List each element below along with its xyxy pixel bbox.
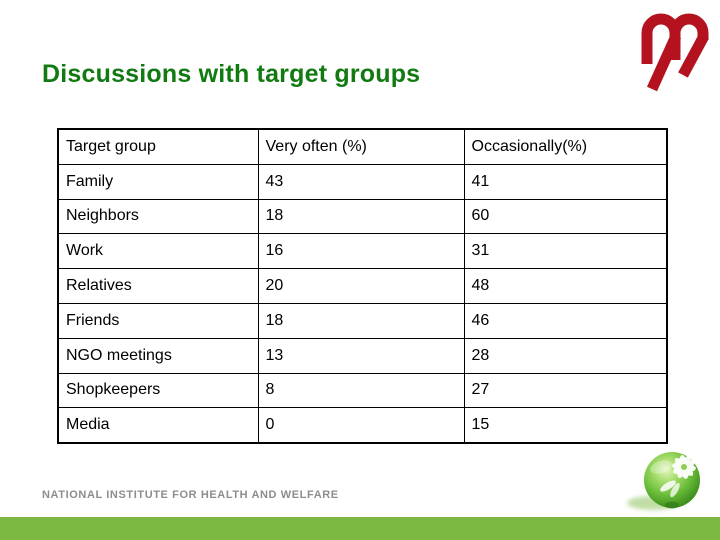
table-row: Relatives 20 48 bbox=[57, 268, 668, 304]
column-header: Very often (%) bbox=[257, 128, 465, 165]
cell-occasionally: 60 bbox=[463, 198, 668, 235]
institute-name: NATIONAL INSTITUTE FOR HEALTH AND WELFAR… bbox=[42, 489, 339, 501]
table-row: NGO meetings 13 28 bbox=[57, 337, 668, 374]
cell-group: Family bbox=[57, 163, 259, 200]
cell-group: Shopkeepers bbox=[57, 372, 259, 409]
column-header: Occasionally(%) bbox=[463, 128, 668, 165]
cell-very-often: 16 bbox=[257, 233, 465, 270]
cell-occasionally: 46 bbox=[463, 302, 668, 339]
discussion-table: Target group Very often (%) Occasionally… bbox=[57, 128, 668, 445]
cell-occasionally: 27 bbox=[463, 372, 668, 409]
cell-group: Media bbox=[57, 407, 259, 444]
table-row: Work 16 31 bbox=[57, 233, 668, 270]
cell-very-often: 13 bbox=[257, 337, 465, 374]
cell-occasionally: 41 bbox=[463, 163, 668, 200]
table-row: Shopkeepers 8 27 bbox=[57, 372, 668, 409]
cell-very-often: 18 bbox=[257, 302, 465, 339]
table-row: Family 43 41 bbox=[57, 163, 668, 200]
pp-heart-monogram-icon bbox=[641, 13, 709, 92]
cell-group: NGO meetings bbox=[57, 337, 259, 374]
cell-group: Relatives bbox=[57, 268, 259, 304]
cell-occasionally: 48 bbox=[463, 268, 668, 304]
cell-very-often: 8 bbox=[257, 372, 465, 409]
table-row: Friends 18 46 bbox=[57, 302, 668, 339]
cell-group: Friends bbox=[57, 302, 259, 339]
table-row: Neighbors 18 60 bbox=[57, 198, 668, 235]
cell-very-often: 18 bbox=[257, 198, 465, 235]
cell-occasionally: 28 bbox=[463, 337, 668, 374]
page-title: Discussions with target groups bbox=[42, 60, 421, 88]
table-header-row: Target group Very often (%) Occasionally… bbox=[57, 128, 668, 165]
bottom-green-bar bbox=[0, 517, 720, 540]
green-globe-flower-icon bbox=[627, 452, 700, 510]
cell-very-often: 43 bbox=[257, 163, 465, 200]
cell-group: Work bbox=[57, 233, 259, 270]
cell-occasionally: 31 bbox=[463, 233, 668, 270]
cell-occasionally: 15 bbox=[463, 407, 668, 444]
cell-very-often: 20 bbox=[257, 268, 465, 304]
table-row: Media 0 15 bbox=[57, 407, 668, 444]
column-header: Target group bbox=[57, 128, 259, 165]
cell-group: Neighbors bbox=[57, 198, 259, 235]
cell-very-often: 0 bbox=[257, 407, 465, 444]
